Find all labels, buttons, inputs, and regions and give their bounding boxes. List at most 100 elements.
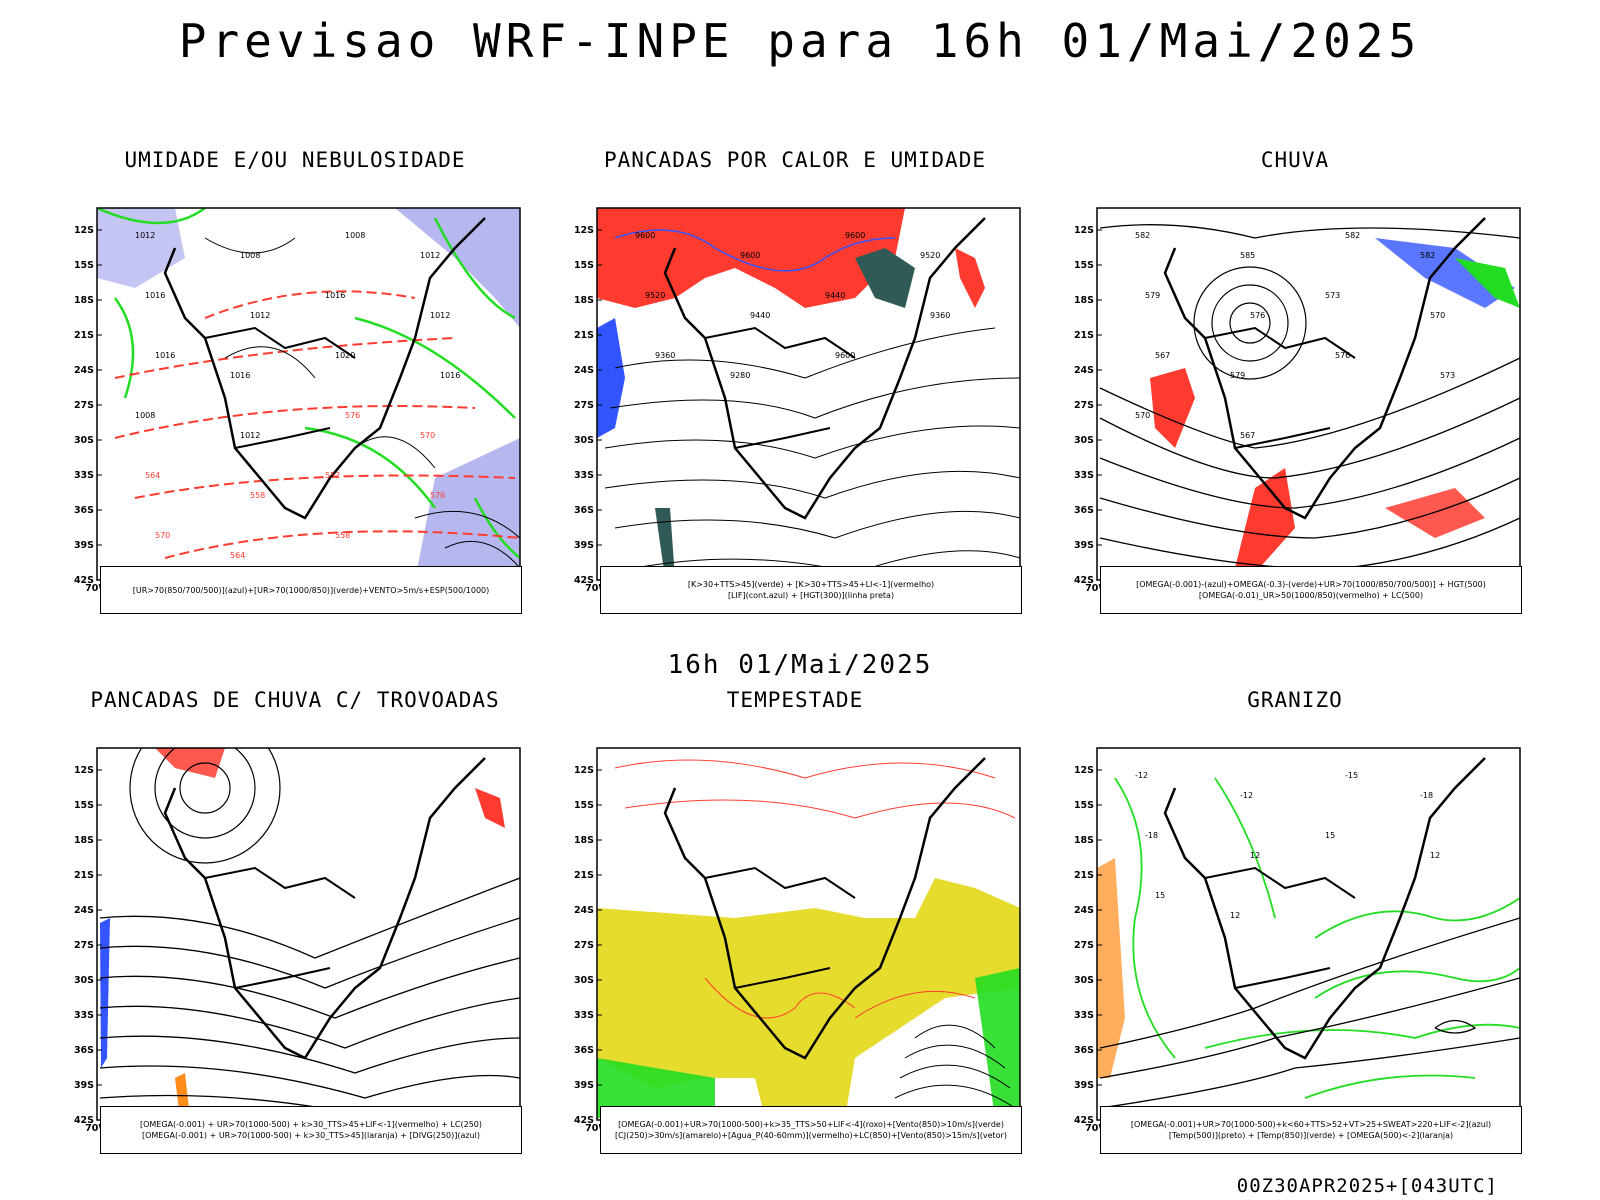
lat-tick-label: 15S — [574, 260, 594, 271]
contour-label: 1008 — [135, 411, 155, 420]
lat-tick-label: 39S — [574, 1080, 594, 1091]
humidity-blue-shading-west — [97, 208, 185, 288]
contour-label: -12 — [1135, 771, 1148, 780]
lat-tick-label: 15S — [574, 800, 594, 811]
contour-label: 1016 — [155, 351, 175, 360]
humidity-blue-shading — [395, 208, 520, 328]
lat-tick-label: 36S — [574, 505, 594, 516]
contour-label: 9600 — [845, 231, 865, 240]
contour-label: 573 — [1440, 371, 1455, 380]
lat-tick-label: 33S — [74, 470, 94, 481]
contour-label: 9600 — [635, 231, 655, 240]
contour-label: -18 — [1420, 791, 1433, 800]
contour-label: 1016 — [145, 291, 165, 300]
contour-label: 576 — [1335, 351, 1350, 360]
lon-tick-label: 70W — [585, 583, 609, 594]
lat-tick-label: 12S — [574, 765, 594, 776]
lat-tick-label: 33S — [1074, 470, 1094, 481]
lat-axis: 12S 15S 18S 21S 24S 27S 30S 33S 36S 39S 42S — [74, 765, 102, 1126]
legend-box: [OMEGA(-0.001)+UR>70(1000-500)+k<60+TTS>… — [1100, 1106, 1522, 1154]
lat-tick-label: 33S — [74, 1010, 94, 1021]
legend-box: [K>30+TTS>45](verde) + [K>30+TTS>45+LI<-… — [600, 566, 1022, 614]
panel-title: PANCADAS POR CALOR E UMIDADE — [603, 148, 986, 172]
legend-line: [CJ(250)>30m/s](amarelo)+[Agua_P(40-60mm… — [615, 1131, 1007, 1140]
lat-axis: 12S 15S 18S 21S 24S 27S 30S 33S 36S 39S 42S — [74, 225, 102, 586]
contour-label: 585 — [1240, 251, 1255, 260]
lat-tick-label: 36S — [74, 1045, 94, 1056]
lat-tick-label: 36S — [1074, 1045, 1094, 1056]
lon-tick-label: 70W — [1085, 1123, 1109, 1134]
lat-tick-label: 15S — [74, 800, 94, 811]
lat-tick-label: 18S — [574, 295, 594, 306]
panel-tempestade: TEMPESTADE 12S 15S 18S 21S 24S 27S 30S 33S 36S 39… — [555, 688, 1035, 1168]
contour-label: 576 — [1250, 311, 1265, 320]
contour-label: 9440 — [825, 291, 845, 300]
lat-tick-label: 36S — [1074, 505, 1094, 516]
legend-box: [OMEGA(-0.001)+UR>70(1000-500)+k>35_TTS>… — [600, 1106, 1022, 1154]
lat-tick-label: 27S — [574, 940, 594, 951]
contour-label: 12 — [1230, 911, 1240, 920]
lat-tick-label: 12S — [574, 225, 594, 236]
contour-label: 582 — [1420, 251, 1435, 260]
contour-label: 576 — [430, 491, 445, 500]
contour-label: 582 — [1135, 231, 1150, 240]
panel-granizo: GRANIZO 12S 15S 18S 21S 24S 27S 30S 33S 36S 39S 42… — [1055, 688, 1535, 1168]
contour-label: 573 — [1325, 291, 1340, 300]
lat-tick-label: 36S — [74, 505, 94, 516]
contour-label: 1008 — [345, 231, 365, 240]
lat-tick-label: 30S — [574, 975, 594, 986]
lat-axis: 12S 15S 18S 21S 24S 27S 30S 33S 36S 39S 42S — [1074, 225, 1102, 586]
lat-tick-label: 30S — [1074, 975, 1094, 986]
panel-title: UMIDADE E/OU NEBULOSIDADE — [124, 148, 466, 172]
lat-tick-label: 39S — [1074, 540, 1094, 551]
contour-label: 9440 — [750, 311, 770, 320]
contour-label: 9600 — [835, 351, 855, 360]
contour-label: 1012 — [430, 311, 450, 320]
panel-title: CHUVA — [1260, 148, 1330, 172]
contour-label: 1012 — [250, 311, 270, 320]
lat-tick-label: 21S — [74, 870, 94, 881]
lat-tick-label: 15S — [74, 260, 94, 271]
lat-tick-label: 42S — [74, 1115, 94, 1126]
lat-tick-label: 24S — [1074, 365, 1094, 376]
contour-label: -12 — [1240, 791, 1253, 800]
lat-tick-label: 12S — [1074, 225, 1094, 236]
legend-box: [OMEGA(-0.001) + UR>70(1000-500) + k>30_… — [100, 1106, 522, 1154]
lat-tick-label: 42S — [574, 575, 594, 586]
contour-label: 9520 — [920, 251, 940, 260]
legend-line: [OMEGA(-0.001) + UR>70(1000-500) + k>30_… — [141, 1131, 481, 1140]
lat-axis: 12S 15S 18S 21S 24S 27S 30S 33S 36S 39S 42S — [574, 225, 602, 586]
contour-label: -18 — [1145, 831, 1158, 840]
lat-tick-label: 24S — [574, 905, 594, 916]
lat-axis: 12S 15S 18S 21S 24S 27S 30S 33S 36S 39S 42S — [1074, 765, 1102, 1126]
legend-line: [OMEGA(-0.001)+UR>70(1000-500)+k>35_TTS>… — [618, 1120, 1004, 1129]
contour-label: 558 — [335, 531, 350, 540]
humidity-blue-shading-lower — [415, 438, 520, 580]
lat-tick-label: 42S — [1074, 1115, 1094, 1126]
contour-label: 567 — [1240, 431, 1255, 440]
contour-label: 9280 — [730, 371, 750, 380]
legend-line: [OMEGA(-0.01)_UR>50(1000/850)(vermelho) … — [1198, 591, 1424, 600]
lat-tick-label: 18S — [74, 835, 94, 846]
contour-label: 564 — [145, 471, 160, 480]
contour-label: 576 — [345, 411, 360, 420]
contour-label: 15 — [1155, 891, 1165, 900]
lat-tick-label: 30S — [1074, 435, 1094, 446]
contour-labels: 582 585 582 582 579 576 573 570 567 579 576 573 570 5… — [1135, 231, 1455, 440]
panel-chuva: CHUVA 12S 15S 18S 21S 24S 27S 30S 33S 36S 39S 42S … — [1055, 148, 1535, 628]
contour-labels: 1012 1008 1008 1012 1016 1012 1016 1012 1016 1016… — [135, 231, 460, 560]
lat-tick-label: 30S — [74, 435, 94, 446]
contour-label: 9600 — [740, 251, 760, 260]
lat-tick-label: 27S — [574, 400, 594, 411]
lat-tick-label: 15S — [1074, 800, 1094, 811]
panel-title: TEMPESTADE — [726, 688, 864, 712]
contour-label: 570 — [420, 431, 435, 440]
contour-label: 1016 — [440, 371, 460, 380]
lat-tick-label: 42S — [1074, 575, 1094, 586]
contour-label: 1012 — [240, 431, 260, 440]
lat-tick-label: 39S — [74, 540, 94, 551]
